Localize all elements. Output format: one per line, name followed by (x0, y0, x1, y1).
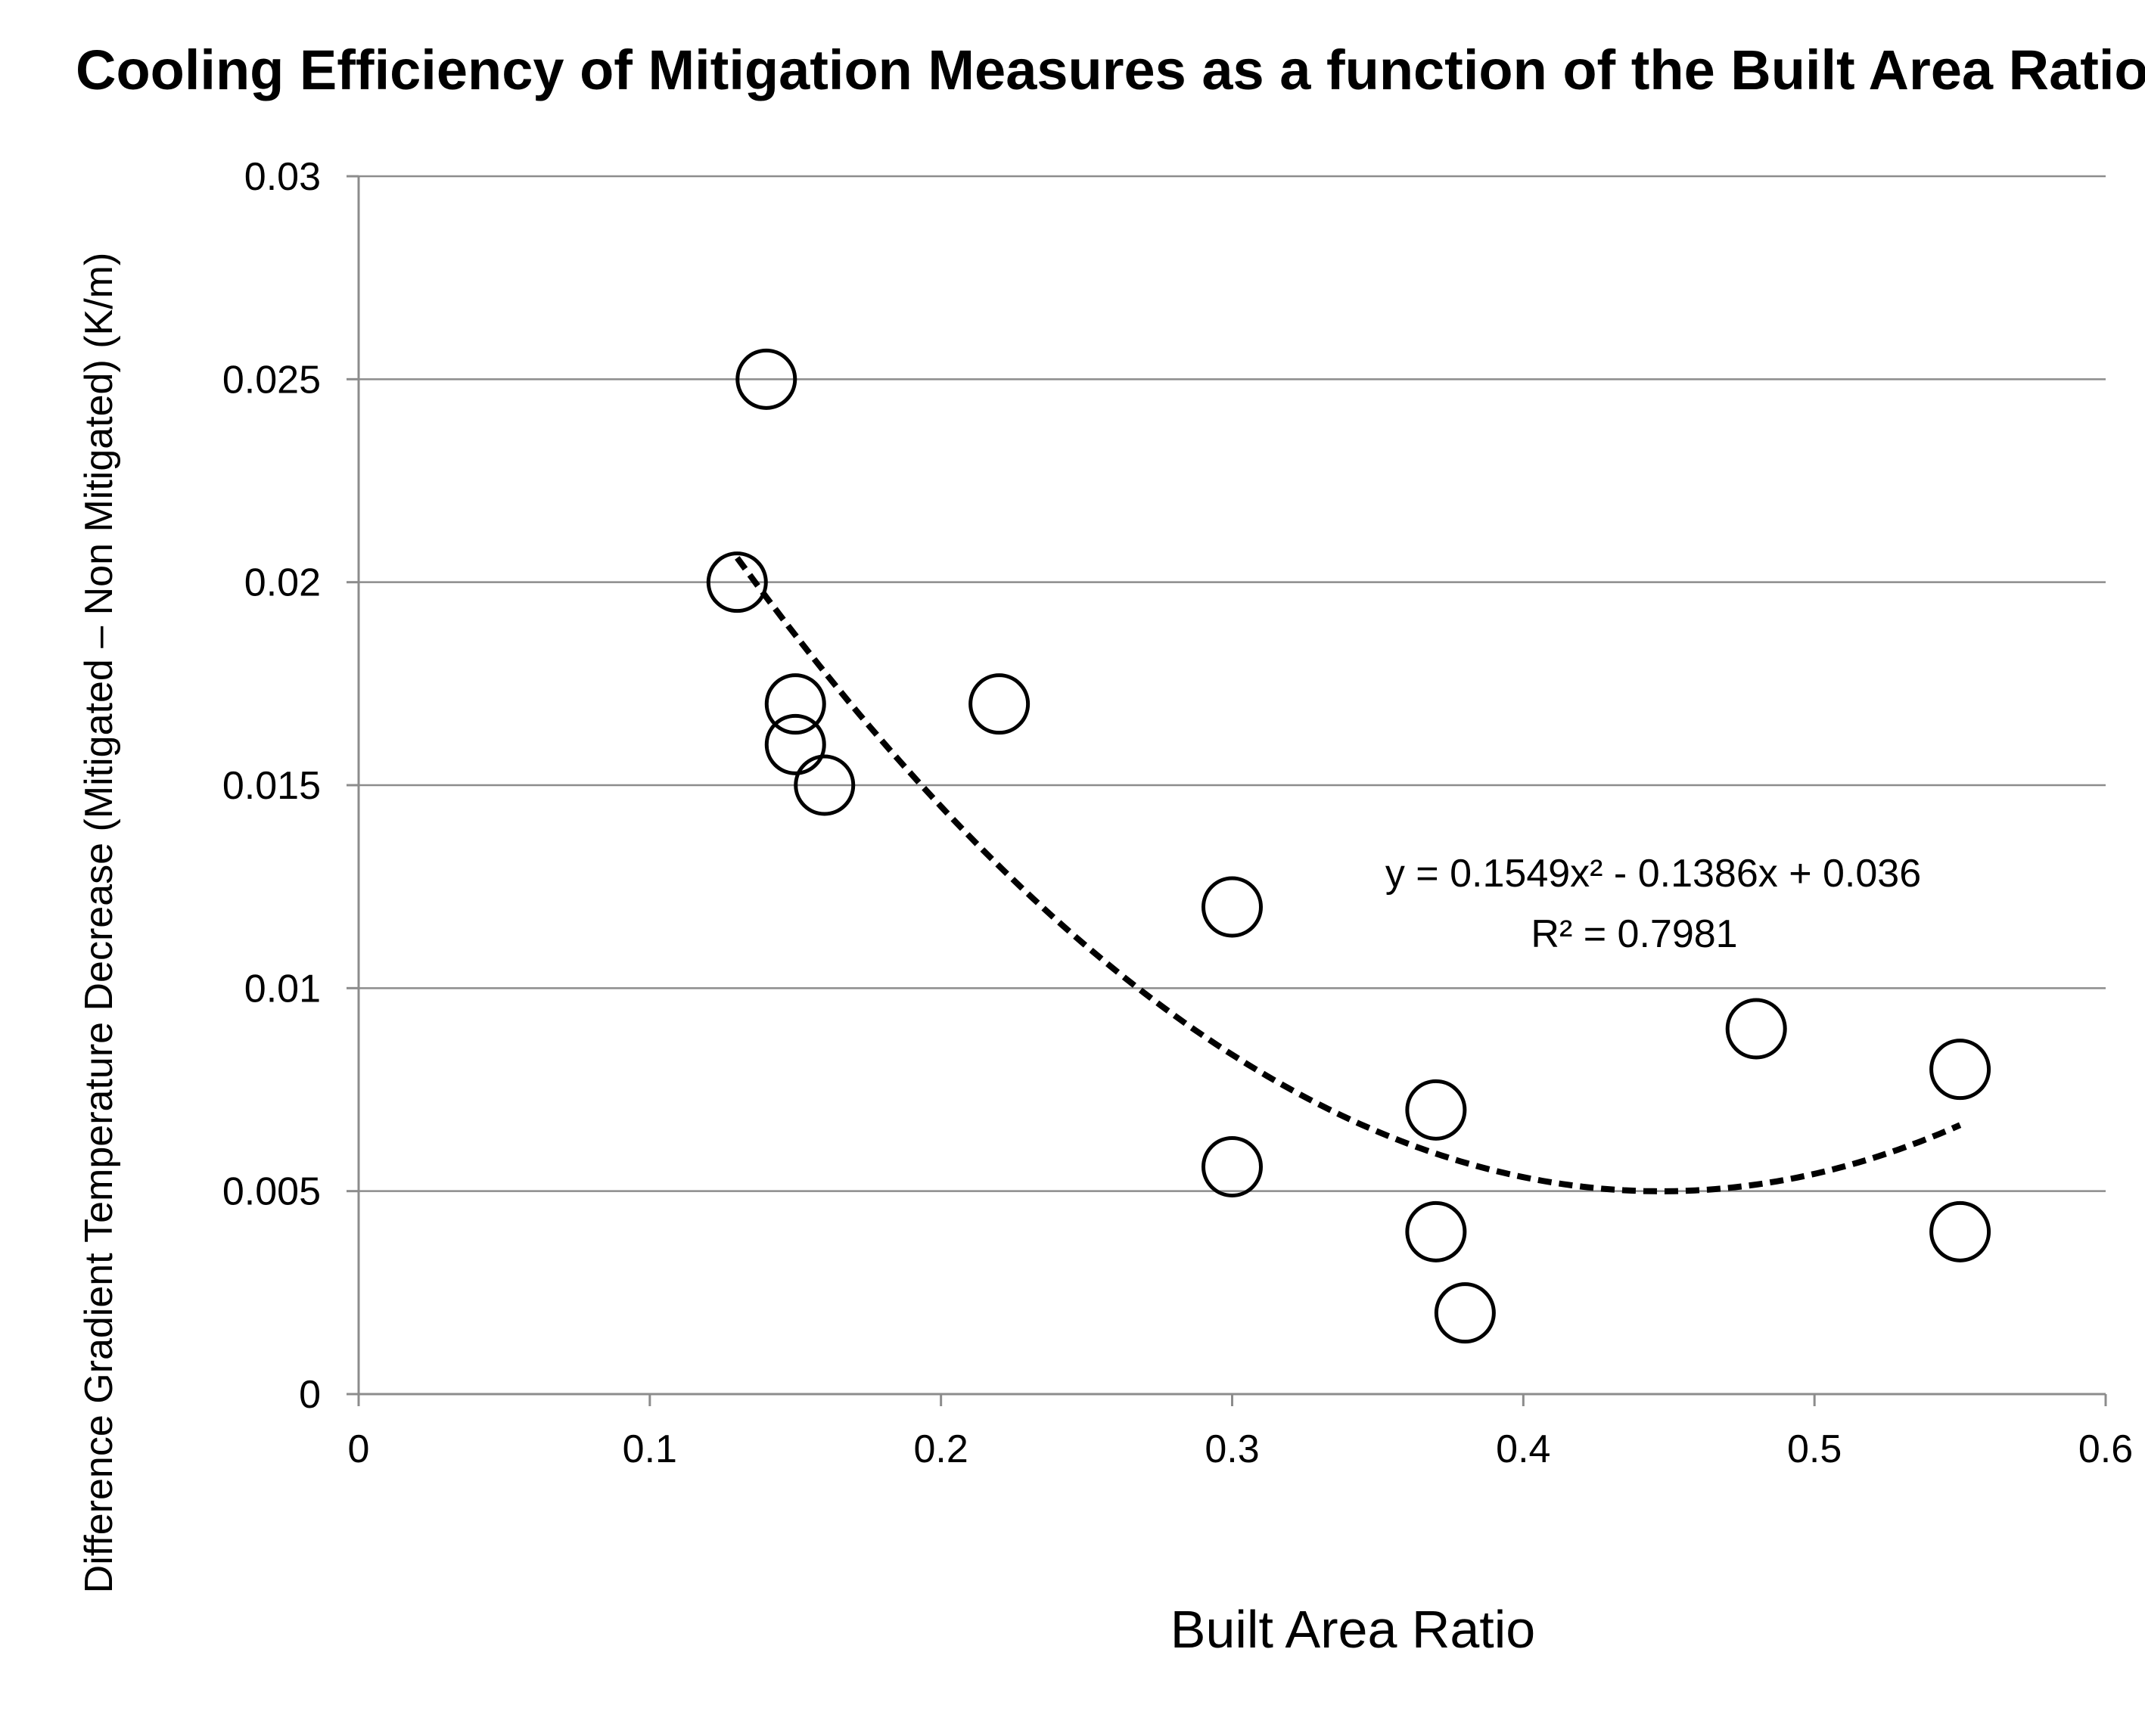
y-tick-label: 0.025 (222, 358, 321, 402)
x-axis-ticks: 0 0.1 0.2 0.3 0.4 0.5 0.6 (348, 1394, 2133, 1471)
y-axis-ticks: 0 0.005 0.01 0.015 0.02 0.025 0.03 (222, 155, 359, 1417)
x-tick-label: 0.6 (2078, 1427, 2133, 1471)
x-tick-label: 0.4 (1496, 1427, 1550, 1471)
data-point (1725, 998, 1787, 1060)
y-tick-label: 0.01 (244, 967, 321, 1011)
x-tick-label: 0.3 (1205, 1427, 1259, 1471)
data-point (764, 673, 826, 735)
trendline-r-squared: R² = 0.7981 (1531, 912, 1737, 956)
y-tick-label: 0.005 (222, 1170, 321, 1214)
y-tick-label: 0.02 (244, 561, 321, 605)
data-point (1434, 1282, 1496, 1344)
chart-title: Cooling Efficiency of Mitigation Measure… (76, 39, 2145, 101)
data-point (1202, 1135, 1263, 1197)
x-tick-label: 0.1 (623, 1427, 677, 1471)
trendline (735, 556, 1962, 1194)
data-point (1405, 1200, 1467, 1262)
x-tick-label: 0.5 (1787, 1427, 1842, 1471)
trendline-equation: y = 0.1549x² - 0.1386x + 0.036 (1385, 852, 1921, 896)
y-tick-label: 0.03 (244, 155, 321, 199)
data-points (706, 348, 1991, 1344)
data-point (706, 551, 768, 613)
x-axis-label: Built Area Ratio (1170, 1600, 1535, 1659)
y-axis-label: Difference Gradient Temperature Decrease… (77, 253, 121, 1594)
data-point (1202, 876, 1263, 938)
data-point (968, 673, 1031, 735)
y-tick-label: 0 (299, 1373, 321, 1417)
data-point (794, 754, 856, 816)
data-point (735, 348, 797, 410)
y-tick-label: 0.015 (222, 764, 321, 808)
data-point (764, 713, 826, 775)
x-tick-label: 0.2 (914, 1427, 968, 1471)
data-point (1929, 1200, 1991, 1262)
gridlines (359, 175, 2106, 1192)
data-point (1929, 1039, 1991, 1101)
data-point (1405, 1079, 1467, 1141)
x-tick-label: 0 (348, 1427, 370, 1471)
